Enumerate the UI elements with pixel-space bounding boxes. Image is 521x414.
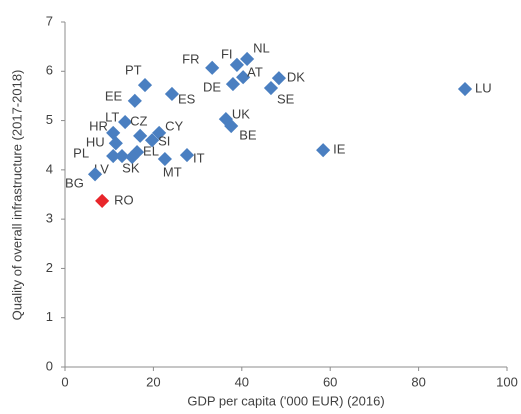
point bbox=[127, 93, 142, 108]
point-label: ES bbox=[178, 91, 196, 106]
point bbox=[179, 148, 195, 163]
point bbox=[106, 125, 121, 140]
x-tick-label: 40 bbox=[235, 374, 249, 389]
point-label: EE bbox=[105, 88, 123, 103]
point-label: SI bbox=[158, 134, 170, 149]
point-label: SK bbox=[122, 160, 140, 175]
point-label: BE bbox=[239, 127, 257, 142]
point bbox=[95, 193, 110, 208]
point-label: PL bbox=[73, 145, 89, 160]
x-tick-label: 60 bbox=[323, 374, 337, 389]
point-label: EL bbox=[143, 144, 159, 159]
point bbox=[152, 125, 167, 140]
y-tick-label: 4 bbox=[46, 161, 53, 176]
y-tick-label: 5 bbox=[46, 112, 53, 127]
point-label: DE bbox=[203, 80, 221, 95]
point-label: CZ bbox=[130, 113, 147, 128]
y-axis-label: Quality of overall infrastructure (2017-… bbox=[9, 70, 24, 321]
x-tick-label: 80 bbox=[411, 374, 425, 389]
point-label: FI bbox=[221, 46, 233, 61]
point-label: BG bbox=[65, 176, 84, 191]
point bbox=[125, 149, 140, 165]
x-tick-label: 0 bbox=[61, 374, 68, 389]
point bbox=[205, 60, 220, 75]
point-label: UK bbox=[232, 107, 250, 122]
point-label: HU bbox=[86, 135, 105, 150]
point-label: MT bbox=[163, 164, 182, 179]
point-label: IE bbox=[333, 142, 346, 157]
point bbox=[263, 80, 279, 96]
point-label: LT bbox=[105, 109, 119, 124]
point-label: AT bbox=[247, 65, 263, 80]
point-label: HR bbox=[89, 118, 108, 133]
point bbox=[457, 81, 473, 97]
point-label: LU bbox=[475, 80, 492, 95]
point bbox=[157, 151, 172, 167]
point bbox=[271, 71, 286, 86]
point bbox=[133, 128, 148, 143]
x-tick-label: 100 bbox=[496, 374, 518, 389]
point-label: NL bbox=[253, 40, 270, 55]
x-tick-label: 20 bbox=[146, 374, 160, 389]
point bbox=[145, 133, 160, 148]
y-tick-label: 7 bbox=[46, 13, 53, 28]
x-axis-label: GDP per capita ('000 EUR) (2016) bbox=[187, 393, 384, 408]
point bbox=[137, 78, 153, 93]
point-label: DK bbox=[287, 70, 305, 85]
y-tick-label: 6 bbox=[46, 63, 53, 78]
point bbox=[316, 143, 331, 158]
point-label: SE bbox=[277, 91, 295, 106]
point bbox=[108, 136, 123, 151]
y-tick-label: 3 bbox=[46, 211, 53, 226]
y-tick-label: 1 bbox=[46, 309, 53, 324]
point-label: FR bbox=[182, 51, 199, 66]
point bbox=[225, 77, 241, 92]
point bbox=[164, 86, 180, 102]
y-tick-label: 0 bbox=[46, 358, 53, 373]
point-label: IT bbox=[193, 151, 205, 166]
point-label: PT bbox=[125, 63, 142, 78]
point-label: CY bbox=[165, 118, 183, 133]
y-tick-label: 2 bbox=[46, 260, 53, 275]
point-label: RO bbox=[114, 192, 133, 207]
